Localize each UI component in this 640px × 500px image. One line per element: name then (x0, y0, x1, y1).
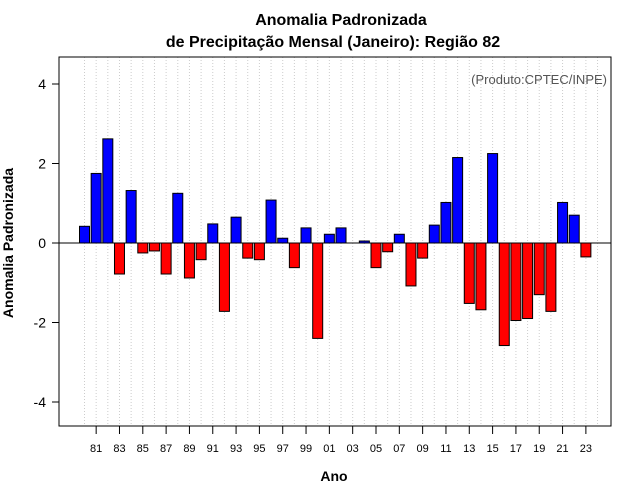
bar-2015 (487, 153, 499, 244)
bar-2000 (312, 242, 324, 339)
bar-1987 (160, 242, 172, 275)
y-tick-label: 0 (38, 235, 46, 251)
bar-2001 (323, 233, 335, 244)
x-tick-label: 05 (370, 443, 382, 455)
x-tick-label: 19 (533, 443, 545, 455)
bar-2008 (405, 242, 417, 287)
x-tick-label: 81 (90, 443, 102, 455)
bars (79, 138, 592, 347)
x-tick-label: 07 (393, 443, 405, 455)
x-tick-label: 93 (230, 443, 242, 455)
bar-2023 (580, 242, 592, 258)
bar-2022 (568, 214, 580, 244)
x-tick-label: 99 (300, 443, 312, 455)
bar-1986 (148, 242, 160, 252)
x-tick-label: 87 (160, 443, 172, 455)
bar-2009 (417, 242, 429, 259)
bar-2018 (522, 242, 534, 320)
x-tick-label: 85 (137, 443, 149, 455)
bar-1994 (242, 242, 254, 259)
bar-2007 (393, 233, 405, 244)
bar-1997 (277, 237, 289, 244)
bar-1983 (113, 242, 125, 275)
x-tick-label: 11 (440, 443, 451, 455)
x-tick-label: 17 (510, 443, 522, 455)
x-tick-label: 03 (347, 443, 359, 455)
bar-2016 (498, 242, 510, 347)
bar-1981 (90, 172, 102, 244)
x-axis-title: Ano (320, 468, 347, 484)
bar-1985 (137, 242, 149, 254)
x-tick-label: 15 (486, 443, 498, 455)
bar-1993 (230, 216, 242, 244)
chart-title: Anomalia Padronizada (255, 12, 427, 29)
x-tick-label: 97 (277, 443, 289, 455)
y-tick-label: -2 (34, 315, 47, 331)
bar-1995 (253, 242, 265, 261)
x-tick-label: 21 (556, 443, 568, 455)
x-axis-ticks: 81 83 85 87 89 91 93 95 97 99 01 03 05 07 09 11 13 15 17 19… (90, 426, 592, 455)
x-tick-label: 09 (417, 443, 429, 455)
x-tick-label: 95 (253, 443, 265, 455)
bar-1989 (183, 242, 195, 279)
bar-1988 (172, 192, 184, 244)
bar-1984 (125, 190, 137, 244)
bar-1996 (265, 199, 277, 244)
bar-2011 (440, 201, 452, 244)
x-tick-label: 91 (207, 443, 219, 455)
bar-1980 (79, 225, 90, 244)
source-annotation: (Produto:CPTEC/INPE) (471, 72, 607, 87)
x-tick-label: 83 (113, 443, 125, 455)
x-tick-label: 89 (183, 443, 195, 455)
bar-1998 (288, 242, 300, 269)
bar-2012 (452, 157, 464, 244)
y-axis-ticks: -4 -2 0 2 4 (34, 76, 59, 410)
y-tick-label: 4 (38, 76, 46, 92)
y-tick-label: 2 (38, 156, 46, 172)
bar-1982 (102, 138, 114, 244)
x-tick-label: 23 (580, 443, 592, 455)
bar-2013 (463, 242, 475, 304)
bar-2010 (428, 224, 440, 244)
bar-2005 (370, 242, 382, 269)
bar-2006 (382, 242, 394, 253)
bar-1991 (207, 223, 219, 244)
bar-2019 (533, 242, 545, 296)
x-tick-label: 01 (323, 443, 335, 455)
bar-2014 (475, 242, 487, 311)
bar-1999 (300, 227, 312, 244)
bar-1990 (195, 242, 207, 261)
y-axis-title: Anomalia Padronizada (0, 168, 16, 318)
bar-1992 (218, 242, 230, 312)
chart-subtitle: de Precipitação Mensal (Janeiro): Região… (166, 34, 500, 51)
x-tick-label: 13 (463, 443, 475, 455)
bar-2017 (510, 242, 522, 322)
bar-2002 (335, 227, 347, 244)
plot-frame (58, 56, 612, 427)
bar-2021 (557, 201, 569, 244)
y-tick-label: -4 (34, 394, 47, 410)
bar-2020 (545, 242, 557, 312)
